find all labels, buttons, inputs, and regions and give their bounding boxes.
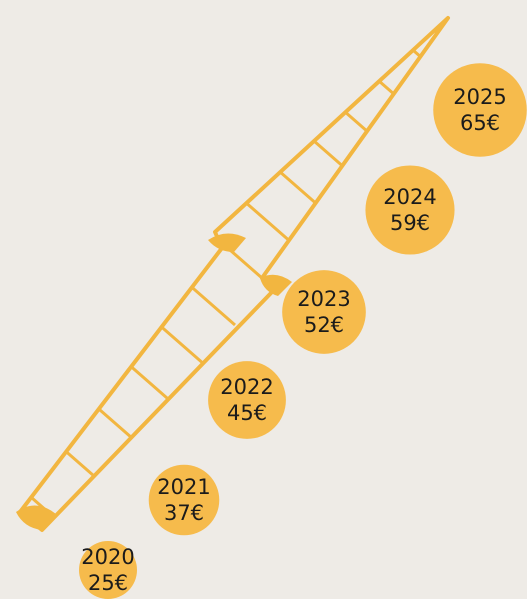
price-label: 52€ (304, 313, 344, 337)
price-label: 37€ (164, 501, 204, 525)
year-label: 2024 (383, 185, 436, 209)
year-label: 2022 (220, 375, 273, 399)
price-label: 45€ (227, 401, 267, 425)
year-label: 2023 (297, 287, 350, 311)
page: 202025€ 202137€ 202245€ 202352€ 202459€ 20256… (0, 0, 527, 599)
price-label: 65€ (460, 111, 500, 135)
chart: 202025€ 202137€ 202245€ 202352€ 202459€ 20256… (0, 0, 527, 599)
bubble (365, 165, 454, 254)
arrow (0, 18, 470, 540)
bubble (208, 361, 286, 439)
price-label: 25€ (88, 571, 128, 595)
year-label: 2020 (81, 545, 134, 569)
bubble (282, 270, 366, 354)
year-label: 2021 (157, 475, 210, 499)
bubble (433, 63, 527, 157)
price-label: 59€ (390, 211, 430, 235)
year-label: 2025 (453, 85, 506, 109)
